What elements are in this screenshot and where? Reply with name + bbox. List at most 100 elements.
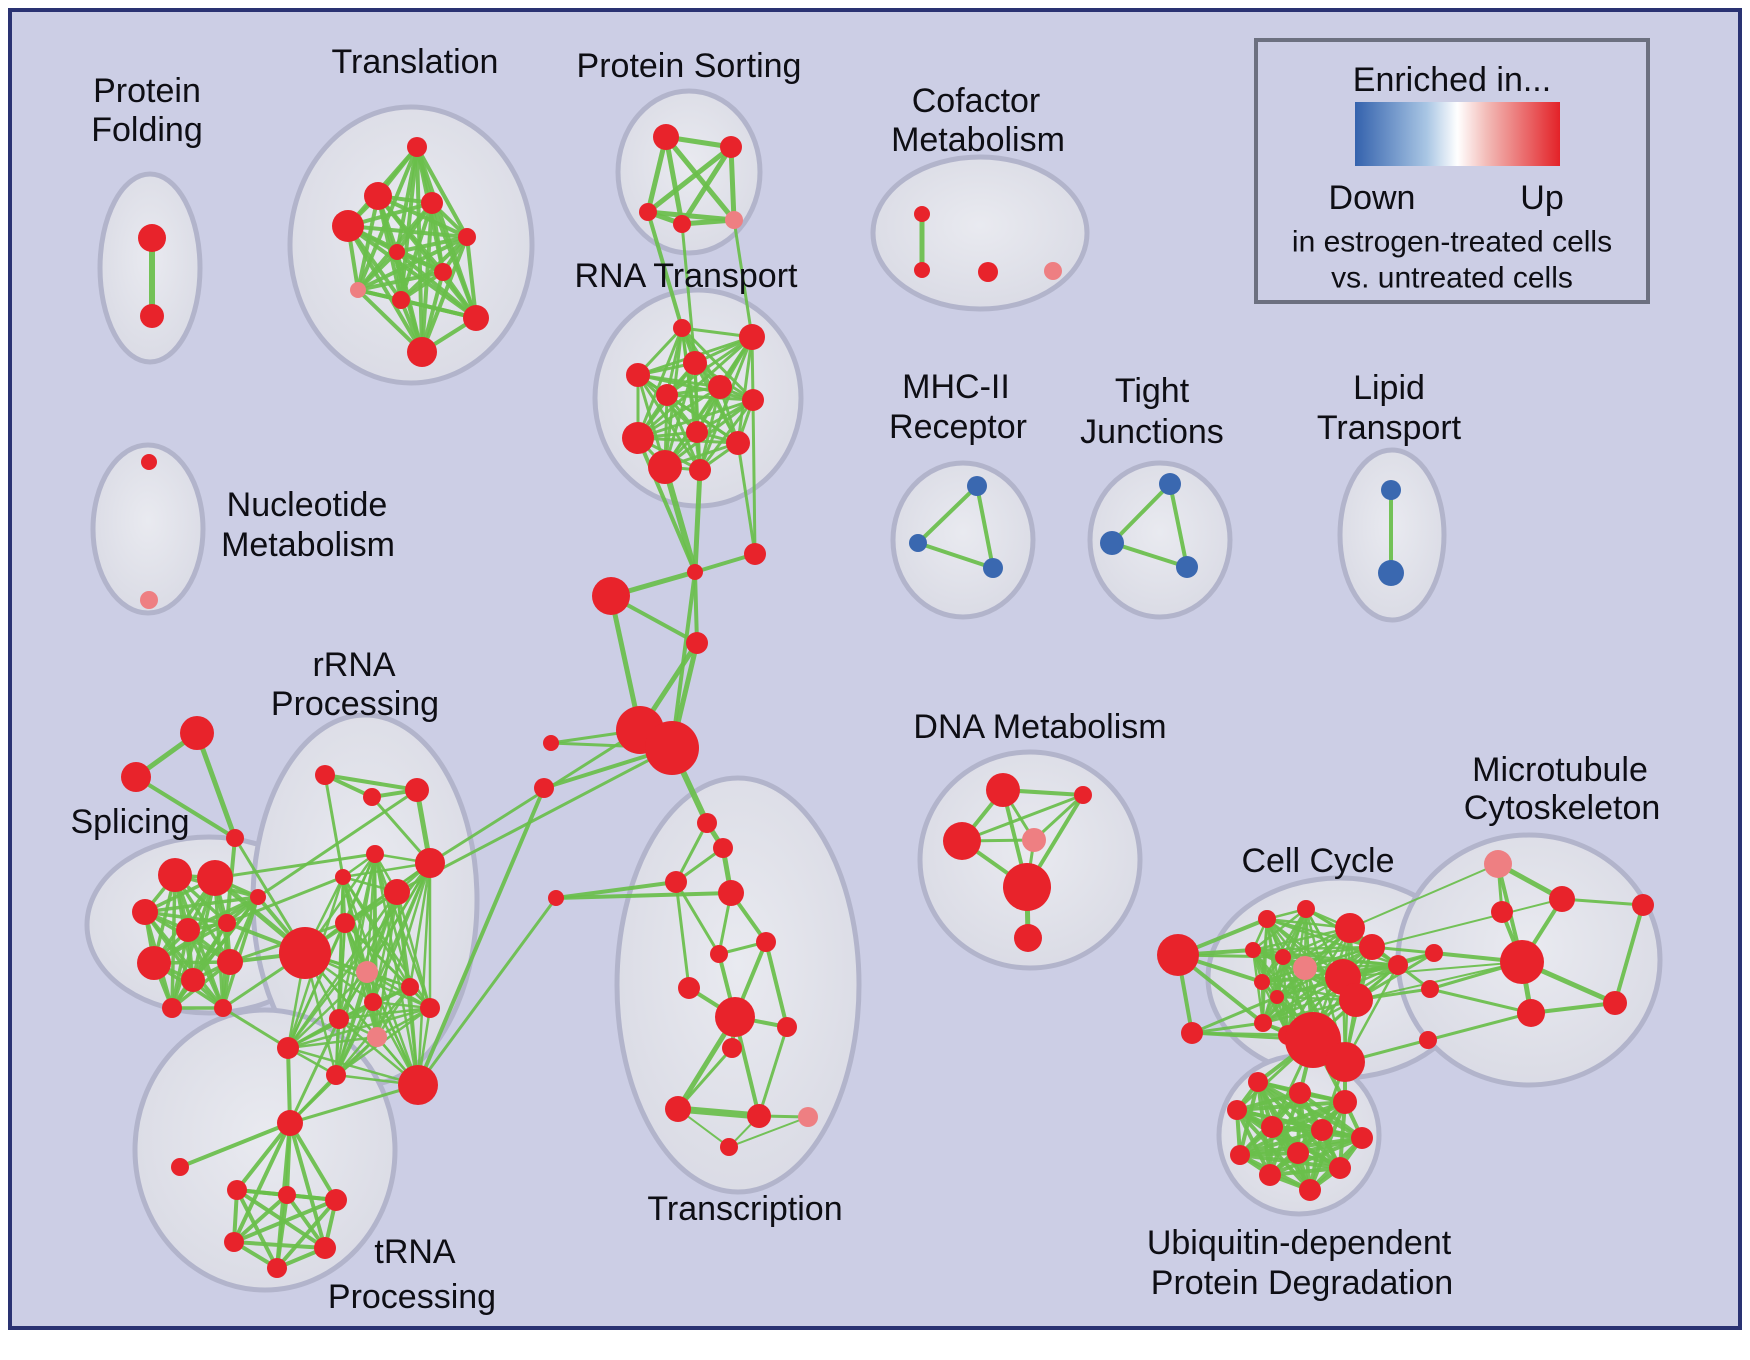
- network-edge: [408, 861, 432, 989]
- network-edge: [395, 235, 469, 254]
- network-edge: [415, 145, 469, 239]
- network-node: [1230, 1145, 1250, 1165]
- network-edge: [1168, 482, 1189, 569]
- cluster-bubble-mhc-ii-receptor: [890, 460, 1036, 620]
- network-edge: [194, 730, 238, 841]
- cluster-label-nucleotide-metabolism: Metabolism: [221, 526, 395, 564]
- network-node: [398, 1065, 438, 1105]
- network-node: [543, 735, 559, 751]
- network-node: [592, 577, 630, 615]
- network-edge: [232, 1198, 338, 1244]
- network-edge: [636, 436, 697, 574]
- network-node: [1261, 1116, 1283, 1138]
- network-node: [1289, 1082, 1311, 1104]
- network-node: [1248, 1072, 1268, 1092]
- network-node: [639, 203, 657, 221]
- network-node: [335, 913, 355, 933]
- cluster-label-trna-processing: Processing: [328, 1278, 496, 1316]
- network-edge: [337, 890, 399, 1021]
- network-node: [332, 210, 364, 242]
- network-edge: [1426, 1011, 1533, 1042]
- network-edge: [645, 144, 734, 215]
- network-node: [415, 848, 445, 878]
- network-edge: [698, 398, 755, 472]
- network-node: [1419, 1031, 1437, 1049]
- network-edge: [692, 467, 703, 575]
- cluster-label-rrna-processing: Processing: [271, 685, 439, 723]
- network-node: [725, 211, 743, 229]
- network-node: [224, 1232, 244, 1252]
- network-node: [214, 999, 232, 1017]
- network-edge: [221, 1006, 290, 1050]
- network-edge: [663, 398, 755, 469]
- network-edge: [337, 1006, 432, 1021]
- network-node: [180, 716, 214, 750]
- cluster-label-splicing: Splicing: [70, 803, 189, 841]
- network-node: [1421, 980, 1439, 998]
- cluster-label-microtubule-cytoskeleton: Cytoskeleton: [1464, 789, 1661, 827]
- network-node: [1299, 1179, 1321, 1201]
- network-edge: [225, 875, 345, 925]
- network-node: [392, 291, 410, 309]
- network-edge: [346, 224, 469, 239]
- network-node: [1074, 786, 1092, 804]
- network-edge: [143, 910, 225, 1010]
- cluster-label-cofactor-metabolism: Metabolism: [891, 121, 1065, 159]
- network-node: [967, 476, 987, 496]
- network-edge: [323, 773, 419, 792]
- network-node: [1491, 901, 1513, 923]
- cluster-label-protein-folding: Folding: [91, 111, 203, 149]
- network-edge: [323, 773, 345, 879]
- cluster-label-mhc-ii-receptor: Receptor: [889, 408, 1027, 446]
- network-edge: [235, 1188, 279, 1270]
- network-edge: [636, 326, 684, 440]
- network-node: [1254, 974, 1270, 990]
- network-node: [1275, 949, 1291, 965]
- network-node: [1181, 1022, 1203, 1044]
- network-node: [1287, 1142, 1309, 1164]
- network-edge: [1238, 1128, 1324, 1157]
- network-node: [689, 459, 711, 481]
- network-node: [176, 918, 200, 942]
- legend-gradient-bar: [1355, 102, 1560, 166]
- network-node: [665, 871, 687, 893]
- network-node: [1329, 1157, 1351, 1179]
- network-edge: [676, 1046, 734, 1111]
- network-edge: [343, 921, 412, 989]
- network-node: [914, 206, 930, 222]
- cluster-label-lipid-transport: Transport: [1317, 409, 1462, 447]
- network-edge: [143, 910, 229, 925]
- network-node: [914, 262, 930, 278]
- network-edge: [1110, 482, 1172, 545]
- network-node: [325, 1189, 347, 1211]
- network-node: [534, 778, 554, 798]
- network-node: [678, 977, 700, 999]
- network-node: [720, 1138, 738, 1156]
- cluster-label-lipid-transport: Lipid: [1353, 369, 1425, 407]
- network-edge: [288, 1121, 338, 1202]
- network-edge: [736, 335, 754, 445]
- network-node: [622, 422, 654, 454]
- network-node: [697, 813, 717, 833]
- network-node: [279, 927, 331, 979]
- network-node: [548, 890, 564, 906]
- network-edge: [213, 876, 225, 1010]
- network-edge: [1268, 1166, 1342, 1177]
- network-edge: [751, 398, 757, 556]
- network-edge: [1613, 903, 1645, 1005]
- network-node: [132, 899, 158, 925]
- network-node: [673, 319, 691, 337]
- network-node: [1014, 924, 1042, 952]
- network-node: [756, 932, 776, 952]
- network-node: [140, 304, 164, 328]
- network-node: [227, 1180, 247, 1200]
- cluster-label-cofactor-metabolism: Cofactor: [912, 82, 1041, 120]
- network-edge: [346, 224, 424, 354]
- network-node: [708, 375, 732, 399]
- network-node: [713, 838, 733, 858]
- network-edge: [764, 940, 789, 1029]
- network-edge: [232, 1240, 327, 1250]
- network-edge: [757, 1025, 789, 1118]
- network-node: [278, 1186, 296, 1204]
